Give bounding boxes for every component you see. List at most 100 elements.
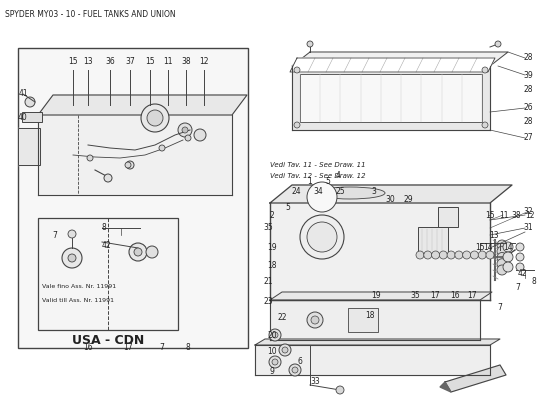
Circle shape xyxy=(194,129,206,141)
Text: 35: 35 xyxy=(410,290,420,300)
Circle shape xyxy=(447,251,455,259)
Text: SPYDER MY03 - 10 - FUEL TANKS AND UNION: SPYDER MY03 - 10 - FUEL TANKS AND UNION xyxy=(5,10,175,19)
Circle shape xyxy=(272,332,278,338)
Circle shape xyxy=(307,182,337,212)
Text: USA - CDN: USA - CDN xyxy=(72,334,144,346)
Text: 32: 32 xyxy=(523,208,533,216)
Text: 17: 17 xyxy=(467,290,477,300)
Text: 42: 42 xyxy=(517,270,527,278)
Circle shape xyxy=(134,248,142,256)
Circle shape xyxy=(185,135,191,141)
Text: Vedi Tav. 11 - See Draw. 11: Vedi Tav. 11 - See Draw. 11 xyxy=(270,162,366,168)
Circle shape xyxy=(294,67,300,73)
Polygon shape xyxy=(445,365,506,392)
Text: 12: 12 xyxy=(525,210,535,220)
Circle shape xyxy=(269,329,281,341)
Polygon shape xyxy=(270,292,492,300)
Text: 23: 23 xyxy=(263,298,273,306)
Circle shape xyxy=(432,251,439,259)
Text: 38: 38 xyxy=(181,58,191,66)
Circle shape xyxy=(294,122,300,128)
Circle shape xyxy=(307,312,323,328)
Polygon shape xyxy=(255,345,490,375)
Text: 4: 4 xyxy=(336,170,340,180)
Text: 15: 15 xyxy=(475,244,485,252)
Circle shape xyxy=(470,251,478,259)
Circle shape xyxy=(482,67,488,73)
Text: 16: 16 xyxy=(450,290,460,300)
Text: Vale fino Ass. Nr. 11991: Vale fino Ass. Nr. 11991 xyxy=(42,284,116,290)
Circle shape xyxy=(516,253,524,261)
Text: 17: 17 xyxy=(123,344,133,352)
Circle shape xyxy=(25,97,35,107)
Polygon shape xyxy=(440,382,451,392)
Text: 11: 11 xyxy=(163,58,173,66)
Text: 13: 13 xyxy=(83,58,93,66)
Text: 33: 33 xyxy=(310,378,320,386)
Circle shape xyxy=(455,251,463,259)
Circle shape xyxy=(497,252,507,262)
Circle shape xyxy=(516,243,524,251)
Text: 28: 28 xyxy=(523,54,533,62)
Text: 31: 31 xyxy=(523,224,533,232)
Text: 20: 20 xyxy=(267,330,277,340)
Bar xyxy=(22,112,42,122)
Text: 29: 29 xyxy=(403,196,413,204)
Circle shape xyxy=(424,251,432,259)
Text: 39: 39 xyxy=(523,70,533,80)
Polygon shape xyxy=(38,95,247,115)
Text: 21: 21 xyxy=(263,278,273,286)
Circle shape xyxy=(516,263,524,271)
Text: 41: 41 xyxy=(18,90,28,98)
Circle shape xyxy=(147,110,163,126)
Text: 35: 35 xyxy=(263,224,273,232)
Circle shape xyxy=(495,41,501,47)
Text: 42: 42 xyxy=(102,240,112,250)
Text: 7: 7 xyxy=(52,230,57,240)
Circle shape xyxy=(503,252,513,262)
Text: 5: 5 xyxy=(285,202,290,212)
Circle shape xyxy=(486,251,494,259)
Polygon shape xyxy=(290,58,495,72)
Text: 9: 9 xyxy=(270,368,274,376)
Text: 18: 18 xyxy=(365,310,375,320)
Text: 7: 7 xyxy=(515,284,520,292)
Polygon shape xyxy=(38,115,232,195)
Text: 17: 17 xyxy=(430,290,440,300)
Polygon shape xyxy=(292,52,508,66)
Text: 13: 13 xyxy=(489,230,499,240)
Text: 1: 1 xyxy=(307,178,312,186)
Circle shape xyxy=(503,262,513,272)
Circle shape xyxy=(463,251,471,259)
Text: 26: 26 xyxy=(523,104,533,112)
Circle shape xyxy=(104,174,112,182)
Text: Valid till Ass. Nr. 11991: Valid till Ass. Nr. 11991 xyxy=(42,298,114,302)
Text: 14: 14 xyxy=(503,244,513,252)
Text: 22: 22 xyxy=(277,314,287,322)
Text: spares: spares xyxy=(105,203,175,237)
Text: 19: 19 xyxy=(267,244,277,252)
Polygon shape xyxy=(270,185,512,203)
Text: 28: 28 xyxy=(523,118,533,126)
Circle shape xyxy=(497,259,507,269)
Polygon shape xyxy=(18,128,40,165)
Bar xyxy=(438,207,458,227)
Circle shape xyxy=(497,246,507,256)
Ellipse shape xyxy=(315,187,385,199)
Text: 6: 6 xyxy=(298,358,302,366)
Bar xyxy=(18,128,40,165)
Text: Vedi Tav. 12 - See Draw. 12: Vedi Tav. 12 - See Draw. 12 xyxy=(270,173,366,179)
Circle shape xyxy=(269,356,281,368)
Circle shape xyxy=(336,386,344,394)
Circle shape xyxy=(129,243,147,261)
Circle shape xyxy=(282,347,288,353)
Text: 3: 3 xyxy=(372,188,376,196)
Text: 16: 16 xyxy=(83,344,93,352)
Circle shape xyxy=(416,251,424,259)
Circle shape xyxy=(178,123,192,137)
Circle shape xyxy=(439,251,447,259)
Circle shape xyxy=(62,248,82,268)
Circle shape xyxy=(311,316,319,324)
Text: spares: spares xyxy=(345,203,415,237)
Text: 2: 2 xyxy=(270,210,274,220)
